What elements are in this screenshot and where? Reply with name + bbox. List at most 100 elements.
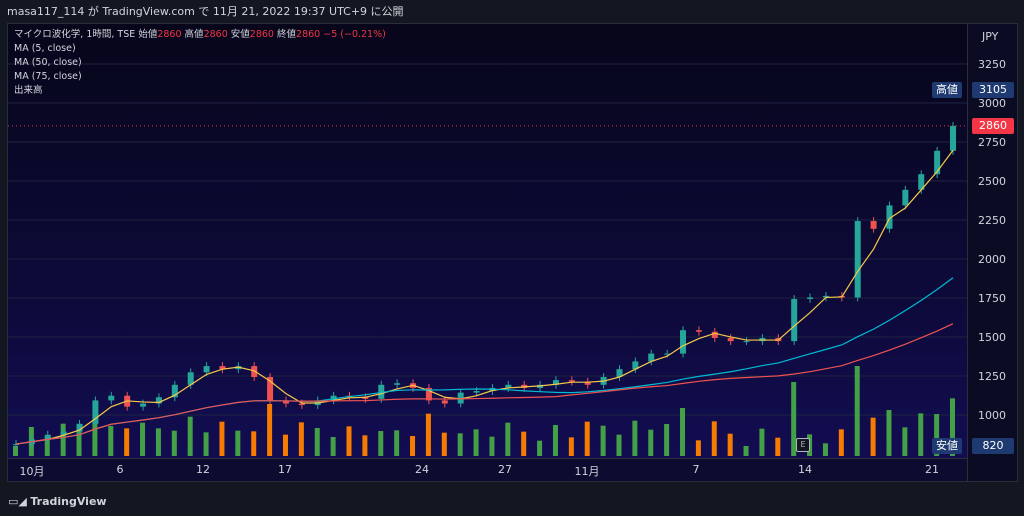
chart-panel[interactable]: マイクロ波化学, 1時間, TSE 始値2860 高値2860 安値2860 終… — [7, 23, 1018, 482]
time-axis[interactable]: 10月 6 12 17 24 27 11月 7 14 21 — [8, 458, 967, 481]
ma75-line — [15, 323, 954, 445]
header-bar: masa117_114 が TradingView.com で 11月 21, … — [0, 0, 1024, 23]
volume-bar — [378, 431, 384, 456]
candle-body — [13, 444, 19, 446]
ma50-line — [15, 277, 954, 445]
volume-bar — [44, 436, 50, 456]
candle-body — [505, 384, 512, 388]
candle-body — [552, 380, 559, 385]
price-tick: 3250 — [978, 58, 1006, 71]
candle-body — [44, 434, 51, 440]
volume-bar — [473, 429, 479, 456]
legend-ma50[interactable]: MA (50, close) — [14, 57, 82, 68]
volume-bar — [521, 431, 527, 456]
volume-bar — [441, 432, 447, 456]
legend-symbol: マイクロ波化学, 1時間, TSE — [14, 29, 136, 40]
candle-body — [616, 369, 623, 377]
volume-bar — [695, 440, 701, 456]
candle-body — [60, 431, 67, 435]
low-tag-value: 820 — [972, 438, 1014, 454]
volume-bar — [219, 421, 225, 456]
candle-body — [108, 395, 115, 401]
legend-volume[interactable]: 出来高 — [14, 85, 43, 96]
volume-bar — [346, 426, 352, 456]
candle-body — [330, 395, 337, 401]
legend-low-label: 安値 — [230, 29, 250, 40]
price-tick: 2750 — [978, 136, 1006, 149]
candle-body — [378, 384, 385, 399]
volume-bar — [584, 421, 590, 456]
volume-bar — [775, 437, 781, 456]
price-tick: 1000 — [978, 409, 1006, 422]
volume-bar — [727, 433, 733, 456]
candle-body — [92, 400, 99, 424]
volume-bar — [568, 437, 574, 456]
candle-body — [251, 366, 258, 377]
volume-bar — [537, 440, 543, 456]
volume-bar — [140, 422, 146, 456]
time-tick: 27 — [498, 463, 512, 476]
candle-body — [203, 366, 210, 373]
volume-bar — [235, 430, 241, 456]
price-tick: 1750 — [978, 292, 1006, 305]
time-tick: 7 — [692, 463, 700, 476]
candle-body — [822, 295, 829, 298]
time-tick: 12 — [196, 463, 210, 476]
price-tick: 1250 — [978, 370, 1006, 383]
tradingview-brand[interactable]: ▭◢ TradingView — [8, 495, 107, 508]
legend-ma5[interactable]: MA (5, close) — [14, 43, 76, 54]
legend-ohlc-line: マイクロ波化学, 1時間, TSE 始値2860 高値2860 安値2860 終… — [14, 28, 386, 42]
volume-bar — [886, 410, 892, 456]
legend-low: 2860 — [249, 29, 274, 40]
time-tick: 6 — [116, 463, 124, 476]
candle-body — [870, 221, 877, 229]
candle-body — [219, 366, 226, 370]
volume-bar — [950, 398, 955, 456]
candle-body — [791, 299, 798, 342]
time-tick: 17 — [278, 463, 292, 476]
candle-body — [584, 381, 591, 385]
volume-bar — [664, 424, 670, 456]
volume-bar — [171, 430, 177, 456]
candle-body — [711, 331, 718, 338]
price-tick: 2000 — [978, 253, 1006, 266]
legend-open: 2860 — [157, 29, 182, 40]
candle-body — [886, 205, 893, 229]
candle-body — [918, 174, 925, 190]
volume-bar — [505, 422, 511, 456]
candle-body — [648, 353, 655, 362]
legend-high-label: 高値 — [184, 29, 204, 40]
volume-bar — [124, 428, 130, 456]
volume-bar — [282, 434, 288, 456]
candle-body — [664, 353, 671, 355]
volume-bar — [616, 434, 622, 456]
volume-bar — [870, 417, 876, 456]
volume-bar — [918, 413, 924, 456]
candle-body — [441, 400, 448, 404]
time-tick: 14 — [798, 463, 812, 476]
legend-ma75[interactable]: MA (75, close) — [14, 71, 82, 82]
legend-high: 2860 — [203, 29, 228, 40]
volume-bar — [92, 420, 98, 456]
volume-bar — [902, 427, 908, 456]
volume-bar — [791, 382, 797, 456]
brand-name: TradingView — [30, 495, 107, 508]
legend-open-label: 始値 — [138, 29, 158, 40]
price-axis[interactable]: JPY 3250 3000 2750 2500 2250 2000 1750 1… — [967, 24, 1017, 481]
price-plot[interactable] — [8, 24, 967, 458]
legend: マイクロ波化学, 1時間, TSE 始値2860 高値2860 安値2860 終… — [14, 28, 386, 98]
volume-bar — [759, 428, 765, 456]
candle-body — [568, 380, 575, 382]
volume-bar — [298, 422, 304, 456]
currency-unit: JPY — [982, 30, 999, 43]
volume-bar — [457, 433, 463, 456]
volume-bar — [822, 443, 828, 456]
candle-body — [457, 392, 464, 404]
volume-bar — [362, 435, 368, 456]
volume-bar — [489, 436, 495, 456]
volume-bar — [60, 423, 66, 456]
earnings-event-icon[interactable]: E — [796, 438, 810, 452]
price-tick: 3000 — [978, 97, 1006, 110]
time-tick: 10月 — [19, 465, 45, 478]
price-tick: 1500 — [978, 331, 1006, 344]
